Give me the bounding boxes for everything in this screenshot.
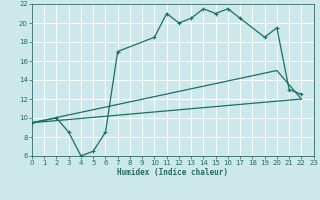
X-axis label: Humidex (Indice chaleur): Humidex (Indice chaleur) [117, 168, 228, 177]
